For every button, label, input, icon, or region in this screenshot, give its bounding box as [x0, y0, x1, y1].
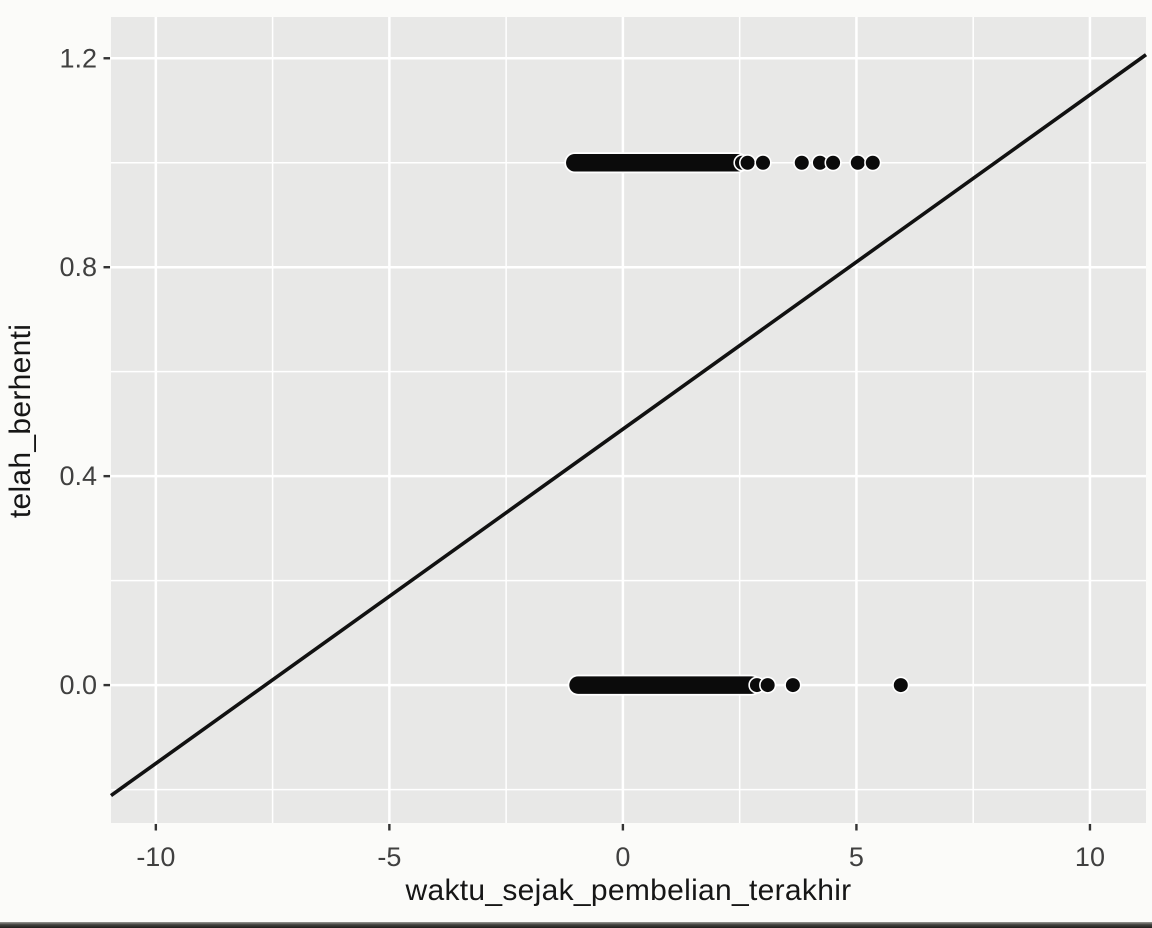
x-tick-label: -5 — [377, 842, 401, 872]
y-tick-label: 0.0 — [59, 670, 97, 700]
axis-ticks — [103, 57, 1092, 831]
regression-line — [109, 53, 1148, 798]
data-point — [892, 676, 910, 694]
data-point — [824, 154, 842, 172]
y-tick-label: 0.4 — [59, 461, 97, 491]
points-band-1 — [564, 152, 882, 174]
plot-panel — [111, 17, 1146, 823]
data-point — [849, 154, 867, 172]
minor-gridlines — [111, 17, 1146, 823]
y-tick-labels: 0.0 0.4 0.8 1.2 — [59, 43, 97, 700]
data-point — [754, 154, 772, 172]
data-point — [793, 154, 811, 172]
x-tick-label: 10 — [1075, 842, 1105, 872]
data-point — [738, 154, 757, 172]
data-point — [864, 154, 882, 172]
data-point — [784, 676, 802, 694]
y-tick-label: 1.2 — [59, 43, 97, 73]
y-axis-title: telah_berhenti — [4, 323, 37, 519]
x-axis-title: waktu_sejak_pembelian_terakhir — [405, 874, 852, 907]
x-tick-label: -10 — [136, 842, 175, 872]
x-tick-label: 5 — [849, 842, 864, 872]
data-point — [759, 676, 777, 694]
x-tick-label: 0 — [615, 842, 630, 872]
x-tick-labels: -10 -5 0 5 10 — [136, 842, 1105, 872]
bottom-edge-shadow — [0, 922, 1152, 928]
points-band-0 — [567, 674, 910, 696]
y-tick-label: 0.8 — [59, 252, 97, 282]
